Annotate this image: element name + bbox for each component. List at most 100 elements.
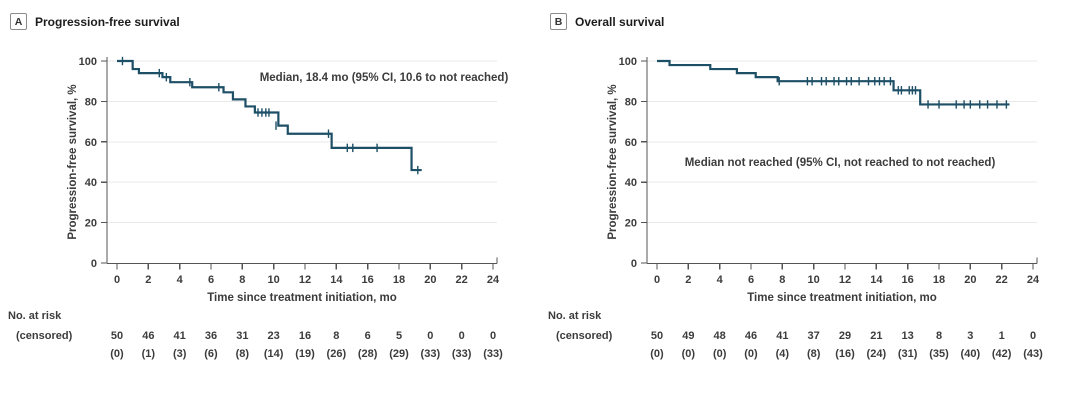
censored-header: (censored) <box>16 330 73 342</box>
censor-marks <box>778 77 1008 109</box>
svg-text:(40): (40) <box>961 348 981 360</box>
svg-text:8: 8 <box>333 330 339 342</box>
panel-letter-box: B <box>550 13 567 30</box>
svg-text:0: 0 <box>1030 330 1036 342</box>
svg-text:16: 16 <box>362 274 374 286</box>
svg-text:0: 0 <box>459 330 465 342</box>
svg-text:41: 41 <box>174 330 186 342</box>
svg-text:13: 13 <box>902 330 914 342</box>
panel-letter-box: A <box>10 13 27 30</box>
gridlines <box>647 60 1037 224</box>
svg-text:(43): (43) <box>1023 348 1043 360</box>
svg-text:50: 50 <box>651 330 663 342</box>
median-annotation: Median, 18.4 mo (95% CI, 10.6 to not rea… <box>260 72 509 84</box>
svg-text:(8): (8) <box>807 348 821 360</box>
svg-text:(35): (35) <box>929 348 949 360</box>
svg-text:20: 20 <box>424 274 436 286</box>
svg-text:18: 18 <box>933 274 945 286</box>
at-risk-row: 50 46 41 36 31 23 16 8 6 5 0 0 0 <box>111 330 496 342</box>
svg-text:8: 8 <box>239 274 245 286</box>
panel-b-header: B Overall survival <box>550 13 664 30</box>
svg-text:(29): (29) <box>389 348 409 360</box>
svg-text:2: 2 <box>145 274 151 286</box>
svg-text:1: 1 <box>999 330 1005 342</box>
svg-text:60: 60 <box>625 137 637 149</box>
svg-text:4: 4 <box>717 274 724 286</box>
panel-overall-survival: B Overall survival 0 20 40 60 80 100 0 2 4 6 8 10 12… <box>540 0 1080 400</box>
svg-text:23: 23 <box>268 330 280 342</box>
svg-text:40: 40 <box>85 177 97 189</box>
svg-text:6: 6 <box>208 274 214 286</box>
x-tick-labels: 0 2 4 6 8 10 12 14 16 18 20 22 24 <box>654 274 1040 286</box>
svg-text:4: 4 <box>177 274 184 286</box>
svg-text:100: 100 <box>619 56 637 68</box>
svg-text:0: 0 <box>490 330 496 342</box>
svg-text:(0): (0) <box>682 348 696 360</box>
km-curve <box>657 59 1010 106</box>
at-risk-row: 50 49 48 46 41 37 29 21 13 8 3 1 0 <box>651 330 1036 342</box>
svg-text:3: 3 <box>967 330 973 342</box>
svg-text:14: 14 <box>870 274 883 286</box>
x-axis-title: Time since treatment initiation, mo <box>747 292 937 304</box>
censor-marks <box>121 56 419 175</box>
svg-text:21: 21 <box>870 330 882 342</box>
gridlines <box>107 60 497 224</box>
svg-text:(19): (19) <box>295 348 315 360</box>
svg-text:(0): (0) <box>650 348 664 360</box>
svg-text:(0): (0) <box>744 348 758 360</box>
svg-text:(0): (0) <box>110 348 124 360</box>
svg-text:(28): (28) <box>358 348 378 360</box>
censored-header: (censored) <box>556 330 613 342</box>
svg-text:80: 80 <box>85 96 97 108</box>
svg-text:10: 10 <box>268 274 280 286</box>
svg-text:12: 12 <box>299 274 311 286</box>
svg-text:(6): (6) <box>204 348 218 360</box>
svg-text:46: 46 <box>745 330 757 342</box>
at-risk-header: No. at risk <box>548 310 602 322</box>
svg-text:18: 18 <box>393 274 405 286</box>
y-axis-title: Progression-free survival, % <box>607 84 619 239</box>
panel-title: Overall survival <box>575 14 665 29</box>
svg-text:0: 0 <box>631 258 637 270</box>
svg-text:14: 14 <box>330 274 343 286</box>
svg-text:2: 2 <box>685 274 691 286</box>
axes <box>101 57 498 270</box>
svg-text:22: 22 <box>456 274 468 286</box>
svg-text:48: 48 <box>714 330 726 342</box>
svg-text:60: 60 <box>85 137 97 149</box>
svg-text:36: 36 <box>205 330 217 342</box>
svg-text:6: 6 <box>748 274 754 286</box>
svg-text:16: 16 <box>902 274 914 286</box>
svg-text:40: 40 <box>625 177 637 189</box>
x-axis-title: Time since treatment initiation, mo <box>207 292 397 304</box>
svg-text:(31): (31) <box>898 348 918 360</box>
svg-text:46: 46 <box>142 330 154 342</box>
svg-text:(33): (33) <box>483 348 503 360</box>
svg-text:(4): (4) <box>776 348 790 360</box>
panel-a-header: A Progression-free survival <box>10 13 180 30</box>
svg-text:6: 6 <box>365 330 371 342</box>
svg-text:20: 20 <box>625 218 637 230</box>
svg-text:(0): (0) <box>713 348 727 360</box>
y-tick-labels: 0 20 40 60 80 100 <box>79 56 97 270</box>
svg-text:20: 20 <box>85 218 97 230</box>
svg-text:(33): (33) <box>421 348 441 360</box>
censored-row: (0) (0) (0) (0) (4) (8) (16) (24) (31) (35) (40) (4… <box>650 348 1043 360</box>
svg-text:41: 41 <box>776 330 788 342</box>
svg-text:24: 24 <box>487 274 500 286</box>
km-curve <box>117 59 422 172</box>
svg-text:80: 80 <box>625 96 637 108</box>
svg-text:(33): (33) <box>452 348 472 360</box>
svg-text:(16): (16) <box>835 348 855 360</box>
svg-text:10: 10 <box>808 274 820 286</box>
svg-text:31: 31 <box>236 330 248 342</box>
median-annotation: Median not reached (95% CI, not reached … <box>685 157 996 169</box>
svg-text:20: 20 <box>964 274 976 286</box>
svg-text:8: 8 <box>936 330 942 342</box>
svg-text:(8): (8) <box>236 348 250 360</box>
svg-text:5: 5 <box>396 330 402 342</box>
svg-text:(24): (24) <box>867 348 887 360</box>
svg-text:50: 50 <box>111 330 123 342</box>
